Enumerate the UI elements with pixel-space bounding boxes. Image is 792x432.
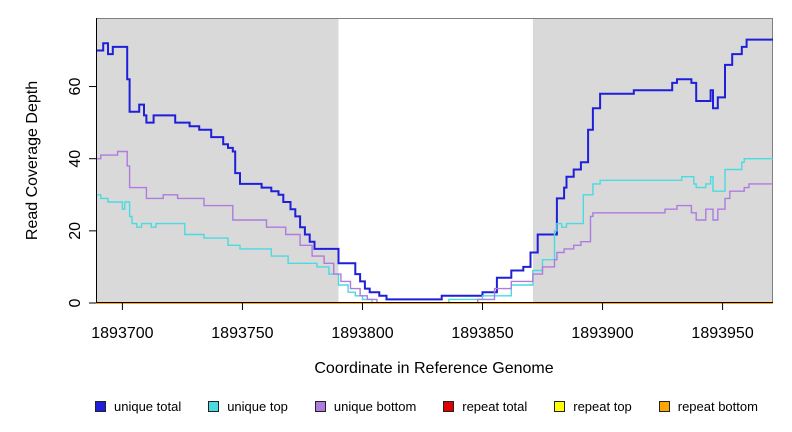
legend-swatch-icon (95, 400, 106, 412)
series-line-unique-bottom (96, 150, 773, 304)
x-tick-label: 1893750 (211, 325, 273, 342)
legend-item-repeat-total: repeat total (443, 399, 527, 414)
axis-layer: 1893700 1893750 1893800 1893850 1893900 18939… (67, 18, 773, 342)
legend-label: repeat top (573, 398, 632, 414)
legend-item-repeat-bottom: repeat bottom (658, 398, 758, 414)
legend-label: unique bottom (333, 398, 417, 414)
y-tick-label: 60 (67, 78, 84, 96)
legend-label: repeat bottom (677, 398, 758, 414)
legend-swatch-icon (314, 400, 326, 412)
legend-swatch-icon (443, 400, 455, 412)
y-tick-label: 20 (67, 222, 84, 240)
x-tick-label: 1893850 (451, 325, 513, 342)
x-tick-label: 1893950 (691, 325, 753, 342)
legend-item-unique-bottom: unique bottom (314, 398, 417, 414)
legend-label: repeat total (462, 398, 528, 414)
panel-layer (96, 18, 773, 303)
legend-swatch-icon (554, 400, 566, 412)
shaded-region-right (532, 18, 773, 303)
x-tick-label: 1893800 (331, 325, 393, 342)
legend-swatch-icon (208, 400, 220, 412)
legend-label: unique top (227, 398, 288, 414)
plot-area: 1893700 1893750 1893800 1893850 1893900 18939… (24, 18, 773, 377)
series-line-unique-total (96, 38, 773, 301)
legend-label: unique total (114, 398, 182, 414)
y-axis-title: Read Coverage Depth (24, 81, 41, 240)
legend-item-repeat-top: repeat top (554, 399, 632, 414)
x-tick-label: 1893900 (571, 325, 633, 342)
legend: unique total unique top unique bottom repea… (95, 398, 758, 414)
x-axis-title: Coordinate in Reference Genome (314, 360, 553, 377)
shaded-region-left (96, 18, 339, 303)
legend-item-unique-total: unique total (95, 399, 181, 414)
x-tick-label: 1893700 (91, 325, 153, 342)
y-tick-label: 40 (67, 150, 84, 168)
y-tick-label: 0 (67, 298, 84, 307)
legend-item-unique-top: unique top (208, 399, 288, 414)
legend-swatch-icon (658, 400, 670, 412)
